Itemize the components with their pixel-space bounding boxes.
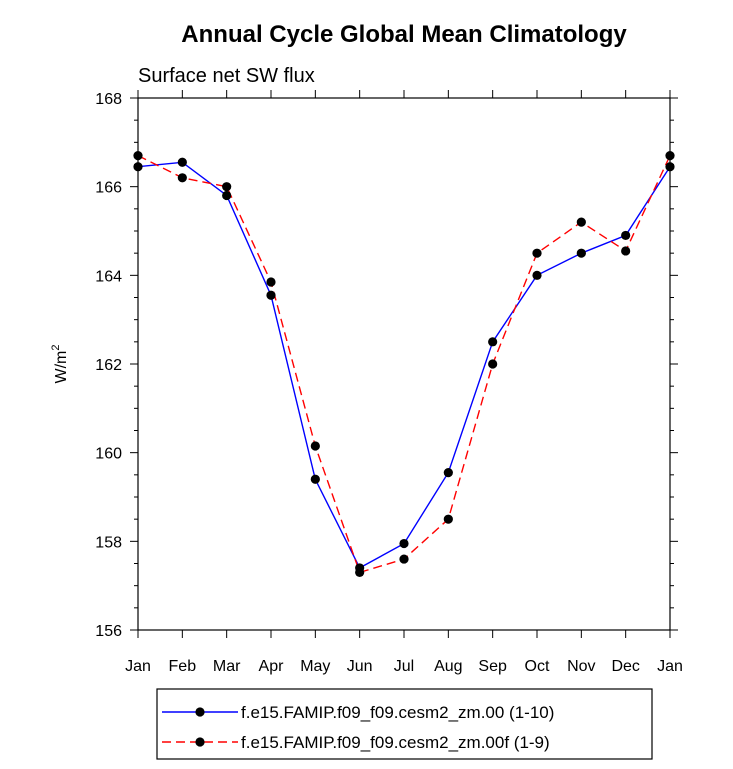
series-1-point bbox=[266, 290, 276, 300]
x-tick-label: Jul bbox=[394, 658, 414, 675]
series-2-point bbox=[665, 151, 675, 161]
x-tick-label: Feb bbox=[169, 658, 197, 675]
series-1-point bbox=[177, 157, 187, 167]
series-line-2 bbox=[137, 154, 671, 574]
chart-subtitle: Surface net SW flux bbox=[138, 65, 315, 87]
y-axis: 156 158 160 162 164 166 168 bbox=[95, 91, 678, 640]
plot-frame bbox=[137, 97, 671, 631]
x-tick-label: Jan bbox=[125, 658, 151, 675]
series-1-point bbox=[399, 538, 409, 549]
legend-label-2: f.e15.FAMIP.f09_f09.cesm2_zm.00f (1-9) bbox=[241, 733, 550, 752]
legend-label-1: f.e15.FAMIP.f09_f09.cesm2_zm.00 (1-10) bbox=[241, 703, 554, 722]
legend: f.e15.FAMIP.f09_f09.cesm2_zm.00 (1-10) f.… bbox=[156, 688, 653, 760]
series-points bbox=[133, 151, 675, 577]
series-1-point bbox=[133, 162, 143, 172]
legend-items: f.e15.FAMIP.f09_f09.cesm2_zm.00 (1-10) f.… bbox=[162, 703, 554, 752]
x-tick-label: Sep bbox=[478, 658, 507, 675]
x-tick-label: Dec bbox=[611, 658, 639, 675]
x-tick-label: May bbox=[300, 658, 330, 675]
series-2-point bbox=[488, 359, 498, 369]
series-2-point bbox=[532, 248, 542, 258]
y-tick-label: 166 bbox=[95, 180, 122, 197]
series-1-point bbox=[532, 270, 542, 280]
series-2-point bbox=[133, 151, 143, 161]
x-tick-label: Jun bbox=[347, 658, 373, 675]
series-2-point bbox=[266, 277, 276, 287]
series-2-point bbox=[177, 173, 187, 183]
series-lines bbox=[137, 154, 671, 574]
legend-marker-1 bbox=[195, 707, 205, 717]
series-1-point bbox=[576, 248, 586, 258]
x-tick-label: Apr bbox=[259, 658, 285, 675]
series-1-point bbox=[488, 337, 498, 347]
y-tick-label: 160 bbox=[95, 446, 122, 463]
legend-marker-2 bbox=[195, 737, 205, 747]
x-tick-label: Aug bbox=[434, 658, 462, 675]
y-tick-label: 164 bbox=[95, 268, 122, 285]
x-tick-label: Nov bbox=[567, 658, 595, 675]
y-tick-label: 156 bbox=[95, 623, 122, 640]
series-line-1 bbox=[137, 161, 671, 569]
series-2-point bbox=[355, 567, 365, 577]
y-tick-label: 162 bbox=[95, 357, 122, 374]
y-tick-label: 168 bbox=[95, 91, 122, 108]
legend-box bbox=[156, 688, 653, 760]
series-1-point bbox=[665, 162, 675, 172]
chart-title: Annual Cycle Global Mean Climatology bbox=[181, 21, 627, 48]
x-tick-label: Oct bbox=[525, 658, 550, 675]
y-axis-label: W/m2 bbox=[50, 345, 70, 384]
series-2-point bbox=[576, 217, 586, 227]
x-axis: Jan Feb Mar Apr May Jun Jul Aug Sep Oct Nov Dec Jan bbox=[125, 90, 683, 675]
series-2-point bbox=[310, 441, 320, 451]
series-1-point bbox=[621, 230, 631, 241]
series-1-point bbox=[222, 190, 232, 201]
series-2-point bbox=[222, 182, 232, 192]
series-1-point bbox=[310, 474, 320, 484]
series-2-point bbox=[443, 514, 453, 524]
series-2-point bbox=[399, 554, 409, 564]
x-tick-label: Mar bbox=[213, 658, 241, 675]
x-tick-label: Jan bbox=[657, 658, 683, 675]
series-1-point bbox=[443, 468, 453, 478]
y-tick-label: 158 bbox=[95, 534, 122, 551]
series-2-point bbox=[621, 246, 631, 256]
